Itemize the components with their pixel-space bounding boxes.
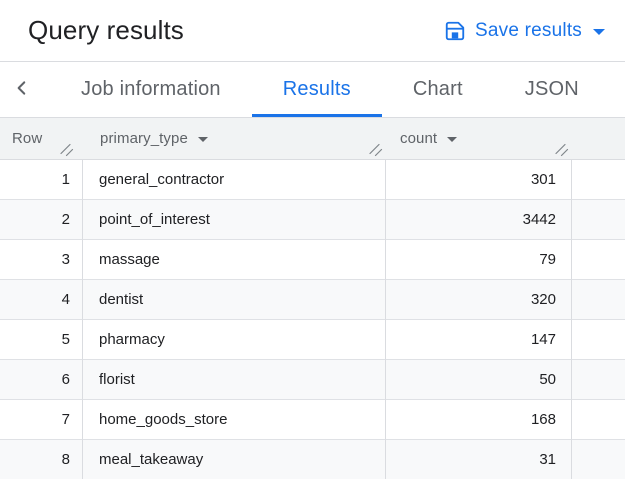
primary-type-cell: home_goods_store (83, 400, 386, 440)
count-cell: 31 (386, 440, 572, 479)
row-number-cell: 2 (0, 200, 83, 240)
tab-job-information[interactable]: Job information (50, 62, 252, 117)
primary-type-cell: dentist (83, 280, 386, 320)
count-cell: 147 (386, 320, 572, 360)
column-resize-handle-icon[interactable] (553, 141, 569, 157)
filler-cell (572, 360, 625, 400)
row-number-cell: 6 (0, 360, 83, 400)
save-results-label: Save results (475, 19, 582, 41)
save-results-button[interactable]: Save results (444, 20, 605, 42)
column-header-primary-type: primary_type (83, 118, 386, 159)
results-table: Row primary_type count (0, 118, 625, 479)
table-row: 6 florist 50 (0, 360, 625, 400)
row-number-cell: 7 (0, 400, 83, 440)
primary-type-cell: pharmacy (83, 320, 386, 360)
tab-chart[interactable]: Chart (382, 62, 494, 117)
tab-json[interactable]: JSON (494, 62, 610, 117)
table-row: 1 general_contractor 301 (0, 160, 625, 200)
count-cell: 79 (386, 240, 572, 280)
save-icon (444, 20, 466, 42)
filler-cell (572, 240, 625, 280)
column-menu-caret-icon[interactable] (447, 137, 458, 142)
count-cell: 168 (386, 400, 572, 440)
table-row: 8 meal_takeaway 31 (0, 440, 625, 479)
column-header-filler (572, 118, 625, 159)
topbar: Query results Save results (0, 0, 625, 62)
primary-type-cell: point_of_interest (83, 200, 386, 240)
filler-cell (572, 320, 625, 360)
table-row: 3 massage 79 (0, 240, 625, 280)
count-cell: 50 (386, 360, 572, 400)
primary-type-cell: massage (83, 240, 386, 280)
results-table-body: 1 general_contractor 301 2 point_of_interest… (0, 160, 625, 479)
tab-results[interactable]: Results (251, 62, 382, 117)
caret-down-icon (593, 28, 605, 35)
chevron-left-icon (13, 79, 31, 100)
column-header-label: primary_type (100, 130, 188, 147)
tab-label: Results (282, 78, 351, 100)
primary-type-cell: general_contractor (83, 160, 386, 200)
row-number-cell: 8 (0, 440, 83, 479)
table-row: 4 dentist 320 (0, 280, 625, 320)
count-cell: 301 (386, 160, 572, 200)
count-cell: 320 (386, 280, 572, 320)
filler-cell (572, 400, 625, 440)
row-number-cell: 5 (0, 320, 83, 360)
column-resize-handle-icon[interactable] (367, 141, 383, 157)
primary-type-cell: florist (83, 360, 386, 400)
tab-label: Job information (81, 78, 221, 100)
table-row: 2 point_of_interest 3442 (0, 200, 625, 240)
filler-cell (572, 160, 625, 200)
table-row: 7 home_goods_store 168 (0, 400, 625, 440)
column-header-count: count (386, 118, 572, 159)
filler-cell (572, 440, 625, 479)
column-header-label: Row (12, 130, 43, 147)
row-number-cell: 1 (0, 160, 83, 200)
column-resize-handle-icon[interactable] (58, 141, 74, 157)
primary-type-cell: meal_takeaway (83, 440, 386, 479)
page-title: Query results (28, 15, 184, 45)
tabbar: Job information Results Chart JSON (0, 62, 625, 118)
count-cell: 3442 (386, 200, 572, 240)
tab-label: JSON (524, 78, 579, 100)
tab-label: Chart (412, 78, 463, 100)
column-header-label: count (400, 130, 438, 147)
table-row: 5 pharmacy 147 (0, 320, 625, 360)
results-table-header: Row primary_type count (0, 118, 625, 160)
column-menu-caret-icon[interactable] (197, 137, 208, 142)
tabs-scroll-left-button[interactable] (0, 62, 44, 117)
filler-cell (572, 280, 625, 320)
column-header-row: Row (0, 118, 83, 159)
row-number-cell: 3 (0, 240, 83, 280)
filler-cell (572, 200, 625, 240)
row-number-cell: 4 (0, 280, 83, 320)
